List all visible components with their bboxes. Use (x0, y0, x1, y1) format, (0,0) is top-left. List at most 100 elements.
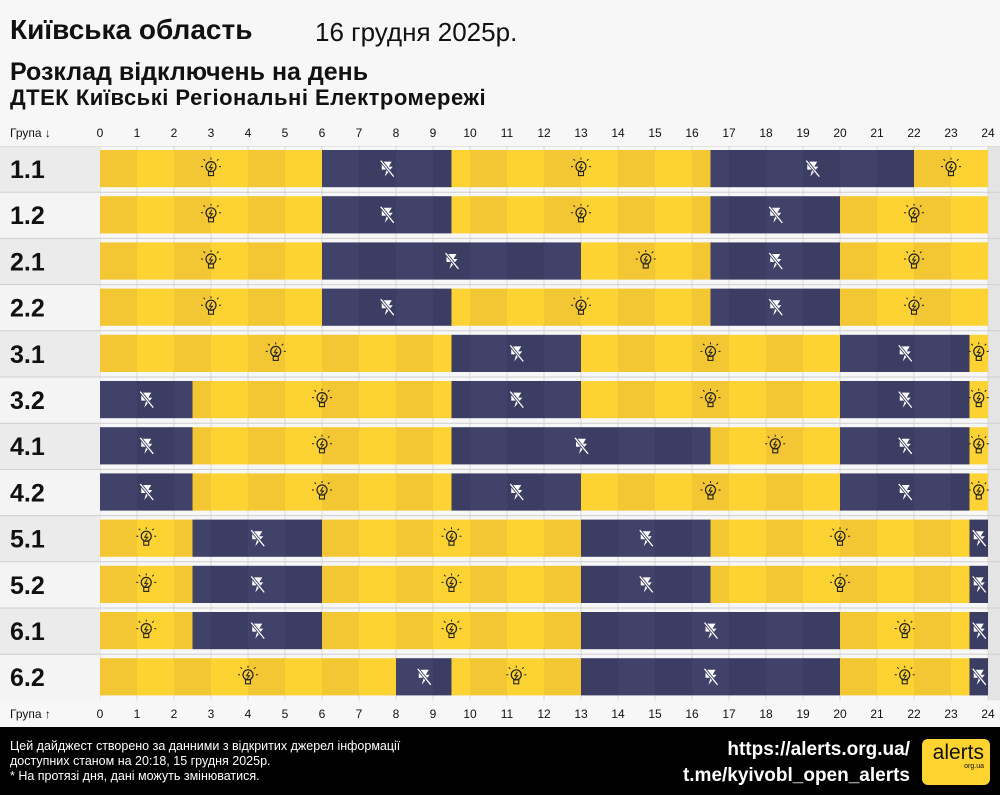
power-on-segment (285, 196, 322, 234)
power-off-segment (470, 427, 507, 465)
power-on-segment (544, 612, 581, 650)
power-off-segment (100, 427, 137, 465)
power-on-segment (692, 473, 729, 511)
power-off-segment (396, 196, 433, 234)
power-on-segment (544, 150, 581, 188)
power-on-segment (285, 658, 322, 696)
telegram-link[interactable]: t.me/kyivobl_open_alerts (682, 765, 910, 786)
power-off-segment (211, 565, 248, 603)
tick-label: 19 (796, 126, 810, 140)
power-on-segment (396, 381, 433, 419)
row-label-bg (0, 377, 100, 424)
power-off-segment (803, 196, 840, 234)
power-off-icon (379, 159, 395, 178)
power-on-segment (470, 658, 507, 696)
power-on-segment (285, 150, 322, 188)
tick-label: 23 (944, 126, 958, 140)
power-on-segment (507, 196, 544, 234)
power-off-segment (192, 612, 211, 650)
power-off-icon (509, 483, 525, 501)
power-on-segment (840, 196, 877, 234)
bulb-icon (904, 296, 924, 315)
power-off-segment (544, 473, 581, 511)
group-label: 5.1 (10, 526, 45, 554)
power-off-segment (192, 565, 211, 603)
tick-label: 18 (759, 126, 773, 140)
power-off-segment (840, 473, 877, 511)
site-link[interactable]: https://alerts.org.ua/ (727, 739, 910, 760)
power-on-segment (322, 519, 359, 557)
power-on-segment (322, 565, 359, 603)
power-off-segment (729, 288, 766, 326)
power-off-segment (507, 427, 544, 465)
power-on-segment (840, 519, 877, 557)
power-off-segment (729, 612, 766, 650)
note-line: Цей дайджест створено за данними з відкр… (10, 739, 401, 753)
power-on-segment (285, 473, 322, 511)
power-on-segment (951, 612, 970, 650)
power-on-segment (840, 288, 877, 326)
bulb-icon (441, 527, 462, 546)
power-on-segment (174, 150, 211, 188)
power-on-segment (100, 334, 137, 372)
bulb-icon (571, 157, 591, 177)
power-off-icon (250, 575, 266, 594)
row-label-bg (0, 515, 100, 562)
tick-label: 5 (281, 707, 289, 721)
power-off-segment (914, 334, 951, 372)
power-on-segment (655, 242, 692, 280)
power-on-segment (396, 565, 433, 603)
tick-label: 20 (833, 126, 847, 140)
bulb-icon (894, 665, 915, 685)
row-label-bg (0, 284, 100, 331)
power-on-segment (359, 612, 396, 650)
bulb-icon (136, 527, 157, 546)
power-off-segment (285, 612, 322, 650)
tick-label: 8 (392, 126, 400, 140)
power-on-segment (322, 473, 359, 511)
bulb-icon (968, 481, 989, 500)
power-off-segment (174, 381, 193, 419)
power-off-segment (433, 288, 452, 326)
bulb-icon (571, 296, 591, 315)
power-off-segment (192, 519, 211, 557)
tick-label: 14 (611, 126, 625, 140)
tick-label: 16 (685, 126, 699, 140)
power-on-segment (359, 381, 396, 419)
power-off-segment (914, 381, 951, 419)
power-off-segment (729, 242, 766, 280)
bulb-icon (238, 665, 258, 685)
group-row-1.2: 1.2 (0, 191, 1000, 239)
tick-label: 21 (870, 707, 884, 721)
power-on-segment (470, 565, 507, 603)
power-off-icon (379, 205, 395, 224)
power-on-segment (248, 427, 285, 465)
power-on-segment (211, 196, 248, 234)
group-label: 3.1 (10, 341, 45, 369)
power-on-segment (470, 196, 507, 234)
row-label-bg (0, 238, 100, 285)
power-on-segment (914, 150, 951, 188)
power-on-segment (248, 473, 285, 511)
group-label: 4.2 (10, 479, 45, 507)
power-on-segment (433, 565, 470, 603)
power-off-icon (139, 436, 155, 455)
power-on-segment (581, 288, 618, 326)
tick-label: 8 (392, 707, 400, 721)
power-on-segment (100, 612, 137, 650)
power-off-icon (897, 436, 913, 455)
page-title: Розклад відключень на день (10, 58, 369, 86)
bottom-axis: Група ↑ 0 1 2 3 4 5 6 7 8 9 10 11 12 13 14 15 16 17 18 19 20… (0, 702, 1000, 726)
tick-label: 21 (870, 126, 884, 140)
power-on-segment (914, 196, 951, 234)
power-on-segment (618, 196, 655, 234)
power-off-segment (470, 334, 507, 372)
power-off-icon (416, 667, 432, 686)
logo-text: alerts (932, 741, 984, 764)
row-label-bg (0, 330, 100, 377)
power-off-segment (581, 658, 618, 696)
power-on-segment (951, 150, 988, 188)
power-on-segment (729, 381, 766, 419)
power-off-segment (729, 150, 766, 188)
power-on-segment (285, 288, 322, 326)
